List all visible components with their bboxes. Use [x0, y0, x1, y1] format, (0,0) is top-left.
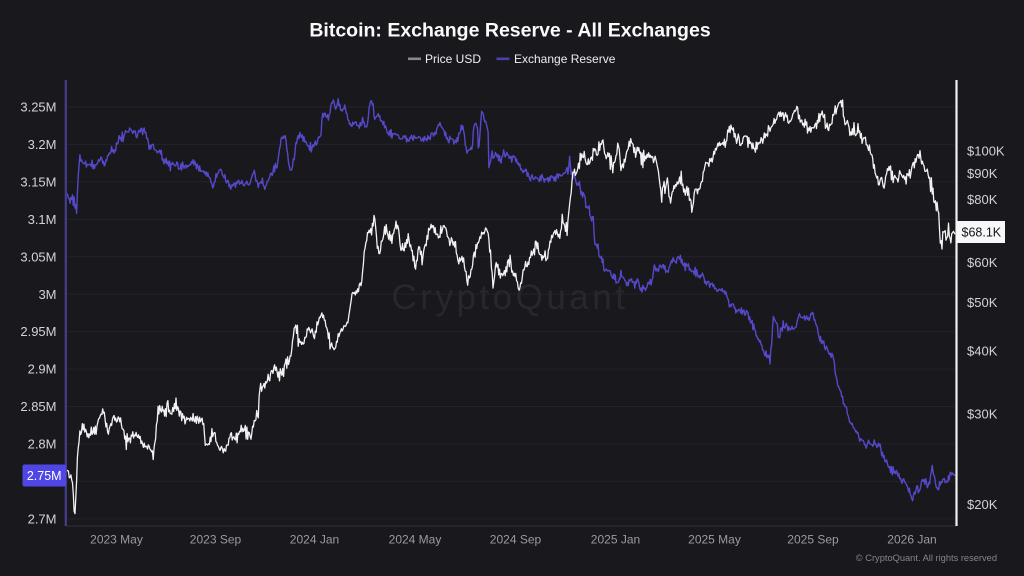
- svg-text:3.15M: 3.15M: [20, 174, 56, 189]
- svg-text:2.95M: 2.95M: [20, 324, 56, 339]
- svg-text:$90K: $90K: [967, 166, 998, 181]
- svg-text:3.1M: 3.1M: [28, 212, 57, 227]
- svg-text:$50K: $50K: [967, 295, 998, 310]
- svg-text:$100K: $100K: [967, 144, 1005, 159]
- svg-text:2025 May: 2025 May: [688, 532, 741, 546]
- svg-text:$30K: $30K: [967, 407, 998, 422]
- svg-text:3M: 3M: [38, 287, 56, 302]
- svg-text:2024 Sep: 2024 Sep: [490, 532, 542, 546]
- svg-text:2.8M: 2.8M: [28, 437, 57, 452]
- svg-text:3.2M: 3.2M: [28, 137, 57, 152]
- svg-text:3.05M: 3.05M: [20, 249, 56, 264]
- svg-text:2025 Jan: 2025 Jan: [591, 532, 640, 546]
- svg-text:Bitcoin: Exchange Reserve - Al: Bitcoin: Exchange Reserve - All Exchange…: [309, 20, 710, 42]
- svg-text:2023 May: 2023 May: [90, 532, 143, 546]
- svg-text:$68.1K: $68.1K: [962, 226, 1002, 240]
- svg-text:2.75M: 2.75M: [27, 469, 62, 483]
- svg-text:2023 Sep: 2023 Sep: [190, 532, 242, 546]
- svg-text:$60K: $60K: [967, 255, 998, 270]
- svg-text:2026 Jan: 2026 Jan: [887, 532, 936, 546]
- svg-text:Exchange Reserve: Exchange Reserve: [514, 52, 616, 66]
- svg-text:3.25M: 3.25M: [20, 100, 56, 115]
- svg-text:2.7M: 2.7M: [28, 512, 57, 527]
- svg-text:$20K: $20K: [967, 497, 998, 512]
- svg-text:© CryptoQuant. All rights rese: © CryptoQuant. All rights reserved: [856, 553, 997, 563]
- svg-text:CryptoQuant: CryptoQuant: [392, 278, 629, 317]
- svg-text:Price USD: Price USD: [425, 52, 481, 66]
- svg-text:2.9M: 2.9M: [28, 362, 57, 377]
- svg-text:2024 Jan: 2024 Jan: [290, 532, 339, 546]
- svg-text:2.85M: 2.85M: [20, 399, 56, 414]
- svg-text:$40K: $40K: [967, 344, 998, 359]
- svg-text:$80K: $80K: [967, 192, 998, 207]
- svg-text:2024 May: 2024 May: [389, 532, 442, 546]
- svg-text:2025 Sep: 2025 Sep: [787, 532, 839, 546]
